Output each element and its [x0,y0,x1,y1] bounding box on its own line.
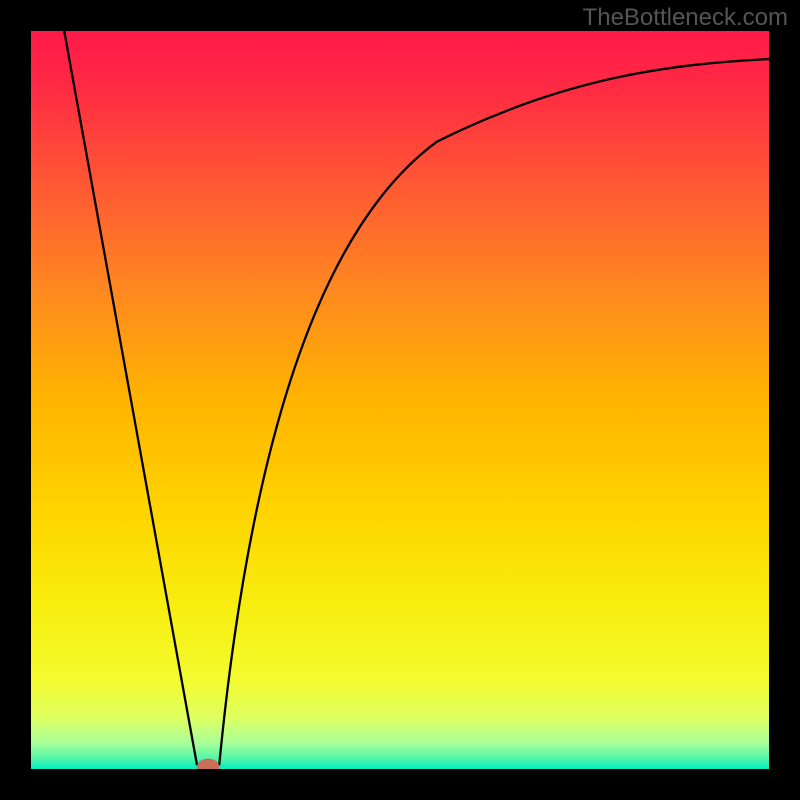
bottleneck-curve [0,0,800,800]
attribution-text: TheBottleneck.com [583,4,788,32]
right-branch [219,59,769,765]
minimum-marker [197,759,219,775]
chart-canvas: TheBottleneck.com [0,0,800,800]
left-branch [64,31,197,765]
